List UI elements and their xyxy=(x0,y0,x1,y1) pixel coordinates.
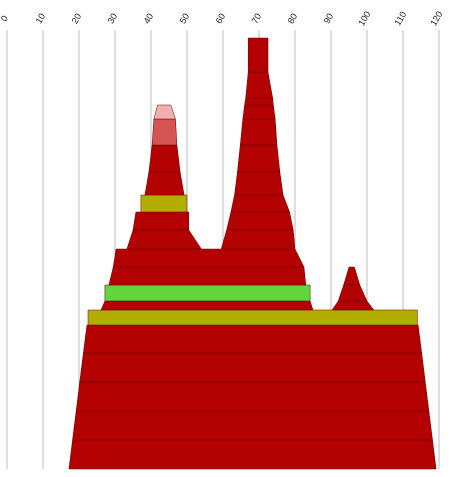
band-segment xyxy=(240,118,278,146)
band-segment xyxy=(87,309,418,326)
x-tick-label: 110 xyxy=(392,10,408,27)
band-segment xyxy=(112,248,305,268)
band-segment xyxy=(126,229,202,250)
x-tick-label: 0 xyxy=(0,14,10,23)
band-segment xyxy=(220,229,296,250)
band-segment xyxy=(245,71,273,99)
band-segment xyxy=(242,104,276,120)
band-segment xyxy=(100,300,314,311)
x-tick-label: 80 xyxy=(286,12,300,26)
band-segment xyxy=(226,211,294,231)
x-tick-label: 100 xyxy=(356,9,372,27)
x-tick-label: 120 xyxy=(428,9,444,27)
band-segment xyxy=(83,324,423,354)
x-tick-label: 60 xyxy=(214,12,228,26)
x-tick-label: 20 xyxy=(70,12,84,26)
band-segment xyxy=(75,381,430,412)
x-tick-label: 90 xyxy=(322,12,336,26)
band-segment xyxy=(247,37,269,73)
band-segment xyxy=(132,211,190,231)
band-segment xyxy=(72,410,433,441)
band-segment xyxy=(148,144,181,173)
x-tick-label: 10 xyxy=(34,12,48,26)
band-segment xyxy=(343,266,361,286)
x-tick-label: 70 xyxy=(250,12,264,26)
band-segment xyxy=(104,284,311,302)
x-tick-label: 40 xyxy=(142,12,156,26)
band-segment xyxy=(153,104,176,120)
band-segment xyxy=(337,284,368,302)
band-segment xyxy=(230,194,290,213)
band-segment xyxy=(144,171,185,196)
band-segment xyxy=(108,266,307,286)
band-segment xyxy=(68,439,437,470)
band-segment xyxy=(237,144,281,173)
band-segment xyxy=(234,171,284,196)
band-segment xyxy=(79,352,426,383)
band-segment xyxy=(331,300,375,311)
band-segment xyxy=(151,118,178,146)
band-segment xyxy=(244,97,274,106)
x-tick-label: 50 xyxy=(178,12,192,26)
x-tick-label: 30 xyxy=(106,12,120,26)
band-segment xyxy=(140,194,188,213)
